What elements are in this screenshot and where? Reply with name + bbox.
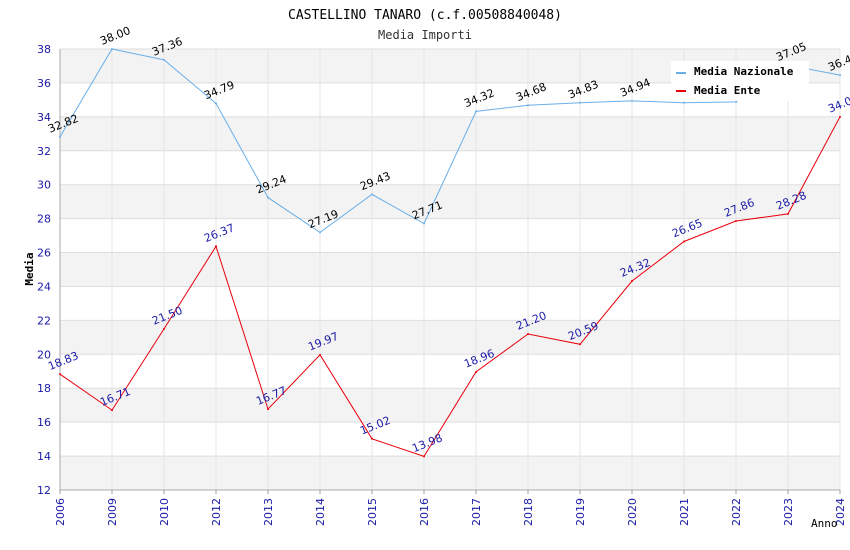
data-point-media-nazionale bbox=[839, 74, 841, 77]
grid-band bbox=[60, 422, 840, 457]
legend-label-media-nazionale: Media Nazionale bbox=[694, 65, 794, 78]
data-point-media-nazionale bbox=[423, 222, 425, 225]
y-tick-label: 14 bbox=[37, 450, 51, 463]
x-tick-label: 2023 bbox=[782, 498, 795, 526]
grid-band bbox=[60, 320, 840, 355]
data-point-media-ente bbox=[839, 115, 841, 118]
data-point-media-ente bbox=[579, 343, 581, 346]
data-point-media-nazionale bbox=[59, 135, 61, 138]
grid-band bbox=[60, 456, 840, 490]
y-tick-label: 24 bbox=[37, 280, 51, 293]
x-tick-label: 2017 bbox=[470, 498, 483, 526]
legend-label-media-ente: Media Ente bbox=[694, 84, 761, 97]
data-point-media-nazionale bbox=[683, 101, 685, 104]
x-tick-label: 2009 bbox=[106, 498, 119, 526]
data-point-media-nazionale bbox=[527, 104, 529, 107]
grid-band bbox=[60, 354, 840, 389]
grid-band bbox=[60, 388, 840, 423]
y-tick-label: 20 bbox=[37, 348, 51, 361]
x-tick-label: 2020 bbox=[626, 498, 639, 526]
data-point-media-ente bbox=[631, 280, 633, 283]
data-point-media-ente bbox=[111, 409, 113, 412]
grid-band bbox=[60, 218, 840, 253]
x-tick-label: 2014 bbox=[314, 498, 327, 526]
grid-band bbox=[60, 116, 840, 151]
legend-box bbox=[671, 61, 809, 101]
data-point-media-nazionale bbox=[111, 48, 113, 50]
data-point-media-ente bbox=[423, 455, 425, 458]
x-tick-label: 2012 bbox=[210, 498, 223, 526]
x-tick-label: 2015 bbox=[366, 498, 379, 526]
data-point-media-nazionale bbox=[319, 231, 321, 234]
y-tick-label: 28 bbox=[37, 213, 51, 226]
y-tick-label: 32 bbox=[37, 145, 51, 158]
data-point-media-ente bbox=[683, 240, 685, 243]
y-tick-label: 18 bbox=[37, 382, 51, 395]
series-layer bbox=[59, 48, 841, 458]
data-point-media-nazionale bbox=[371, 193, 373, 196]
x-axis-label: Anno bbox=[811, 517, 838, 530]
data-point-media-ente bbox=[163, 327, 165, 330]
data-point-media-ente bbox=[319, 353, 321, 356]
x-tick-label: 2016 bbox=[418, 498, 431, 526]
y-tick-label: 36 bbox=[37, 77, 51, 90]
data-point-media-ente bbox=[527, 332, 529, 335]
x-tick-label: 2010 bbox=[158, 498, 171, 526]
data-point-media-nazionale bbox=[735, 100, 737, 103]
data-point-media-nazionale bbox=[631, 99, 633, 102]
x-tick-label: 2022 bbox=[730, 498, 743, 526]
grid-band bbox=[60, 184, 840, 219]
data-point-media-nazionale bbox=[475, 110, 477, 113]
y-tick-label: 16 bbox=[37, 416, 51, 429]
y-axis-label: Media bbox=[23, 252, 36, 285]
data-point-media-nazionale bbox=[163, 58, 165, 61]
data-point-media-ente bbox=[215, 245, 217, 248]
data-point-media-ente bbox=[735, 219, 737, 222]
x-tick-label: 2018 bbox=[522, 498, 535, 526]
x-tick-label: 2021 bbox=[678, 498, 691, 526]
x-tick-label: 2006 bbox=[54, 498, 67, 526]
grid-band bbox=[60, 252, 840, 287]
data-label-media-nazionale: 38.00 bbox=[98, 24, 132, 48]
y-tick-label: 30 bbox=[37, 179, 51, 192]
series-line-media-nazionale bbox=[59, 48, 841, 234]
data-point-media-nazionale bbox=[215, 102, 217, 105]
chart-title: CASTELLINO TANARO (c.f.00508840048) bbox=[288, 8, 562, 23]
y-tick-label: 26 bbox=[37, 247, 51, 260]
plot-background-bands bbox=[60, 49, 840, 490]
data-point-media-ente bbox=[59, 373, 61, 376]
data-point-media-nazionale bbox=[579, 101, 581, 104]
grid-band bbox=[60, 286, 840, 321]
data-point-media-ente bbox=[475, 370, 477, 373]
y-tick-label: 38 bbox=[37, 43, 51, 56]
chart-subtitle: Media Importi bbox=[378, 28, 472, 42]
y-tick-label: 22 bbox=[37, 314, 51, 327]
data-point-media-ente bbox=[787, 212, 789, 215]
x-tick-label: 2013 bbox=[262, 498, 275, 526]
x-tick-label: 2024 bbox=[834, 498, 847, 526]
series-line-media-ente bbox=[59, 116, 841, 458]
y-tick-label: 12 bbox=[37, 484, 51, 497]
data-point-media-nazionale bbox=[267, 196, 269, 199]
data-point-media-ente bbox=[267, 408, 269, 411]
x-tick-label: 2019 bbox=[574, 498, 587, 526]
data-point-media-ente bbox=[371, 437, 373, 440]
legend: Media Nazionale Media Ente bbox=[671, 61, 809, 101]
y-tick-label: 34 bbox=[37, 111, 51, 124]
